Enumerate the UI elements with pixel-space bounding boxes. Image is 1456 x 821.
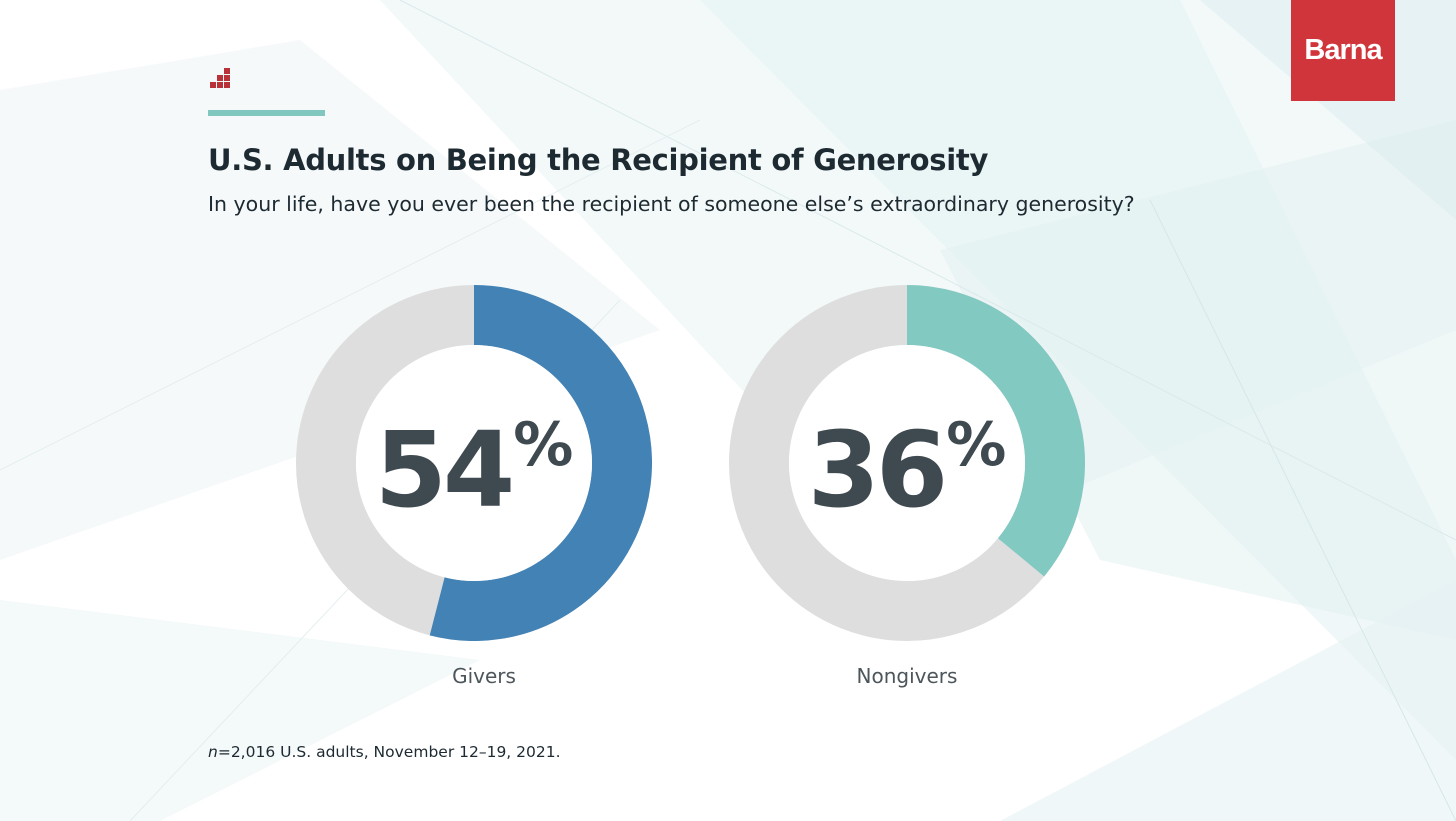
accent-rule: [208, 110, 325, 116]
donut-graphic: [729, 285, 1085, 641]
bar-steps-icon: [210, 68, 230, 88]
donut-label-nongivers: Nongivers: [856, 664, 958, 688]
donut-value-unit: %: [513, 410, 574, 480]
donut-value-arc: [906, 285, 1085, 577]
source-note: n=2,016 U.S. adults, November 12–19, 202…: [208, 743, 561, 761]
donut-value-number: 54: [374, 409, 516, 531]
page-subtitle: In your life, have you ever been the rec…: [208, 192, 1135, 216]
source-note-text: =2,016 U.S. adults, November 12–19, 2021…: [217, 743, 561, 761]
donut-value: 54%: [296, 285, 652, 641]
donut-value-unit: %: [946, 410, 1007, 480]
donut-center: [789, 345, 1025, 581]
source-note-n: n: [208, 743, 218, 761]
donut-value-number: 36: [807, 409, 949, 531]
barna-logo: Barna: [1291, 0, 1395, 101]
donut-chart-givers: 54%: [296, 285, 652, 641]
page-title: U.S. Adults on Being the Recipient of Ge…: [208, 143, 989, 177]
donut-value: 36%: [729, 285, 1085, 641]
donut-value-arc: [429, 285, 652, 641]
donut-chart-nongivers: 36%: [729, 285, 1085, 641]
donut-center: [356, 345, 592, 581]
donut-label-givers: Givers: [452, 664, 516, 688]
donut-graphic: [296, 285, 652, 641]
